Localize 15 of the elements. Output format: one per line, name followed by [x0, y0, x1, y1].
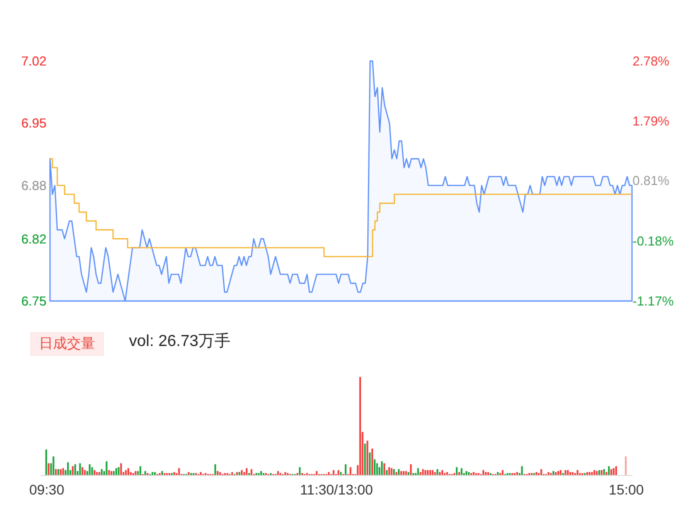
- text: vol: 26.73万手: [129, 332, 230, 352]
- y2-tick-label: -0.18%: [632, 233, 674, 248]
- y-tick-label: 6.95: [21, 116, 46, 131]
- y2-tick-label: 2.78%: [632, 54, 670, 68]
- x-tick-label: 11:30/13:00: [300, 482, 374, 498]
- y-tick-label: 7.02: [21, 54, 46, 68]
- y-tick-label: 6.75: [21, 294, 46, 308]
- x-tick-label: 15:00: [608, 482, 644, 498]
- y2-tick-label: -1.17%: [632, 294, 674, 308]
- text: 日成交量: [30, 332, 104, 356]
- x-tick-label: 09:30: [29, 482, 64, 498]
- y-tick-label: 6.82: [21, 231, 46, 246]
- y-tick-label: 6.88: [21, 178, 46, 193]
- y2-tick-label: 1.79%: [632, 114, 670, 129]
- y2-tick-label: 0.81%: [632, 173, 670, 188]
